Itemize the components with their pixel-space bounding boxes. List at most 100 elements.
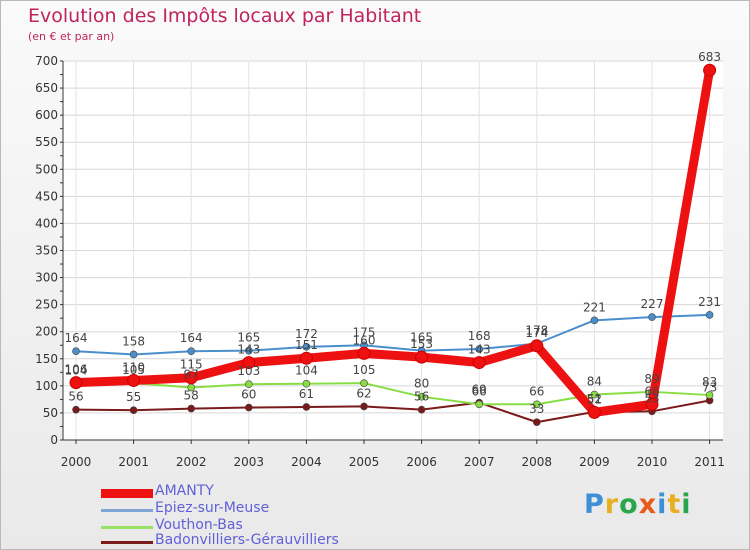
data-point [645,397,659,411]
data-label: 84 [587,375,602,389]
logo-letter: i [657,489,668,520]
y-tick-label: 450 [35,189,58,203]
chart-title: Evolution des Impôts locaux par Habitant [28,5,422,27]
data-label: 683 [698,50,721,64]
data-label: 89 [644,372,659,386]
y-tick-label: 500 [35,162,58,176]
x-tick-label: 2003 [234,455,265,469]
data-label: 52 [587,392,602,406]
data-label: 66 [529,384,544,398]
y-tick-label: 300 [35,271,58,285]
x-tick-label: 2006 [406,455,437,469]
data-point [129,406,138,415]
logo-letter: P [584,489,605,520]
data-point [127,373,141,387]
data-point [417,405,426,414]
x-tick-label: 2004 [291,455,322,469]
data-label: 97 [184,367,199,381]
legend-label: AMANTY [155,483,214,499]
data-label: 158 [122,334,145,348]
data-label: 104 [65,364,88,378]
data-label: 153 [410,337,433,351]
chart-subtitle: (en € et par an) [28,30,115,43]
x-tick-label: 2008 [522,455,553,469]
data-label: 168 [468,329,491,343]
data-point [475,345,484,353]
legend-swatch [101,489,153,498]
data-label: 61 [299,387,314,401]
data-point [242,356,256,370]
data-point [302,343,311,351]
y-tick-label: 150 [35,352,58,366]
data-label: 151 [295,338,318,352]
data-point [360,402,368,411]
data-point [648,313,656,321]
data-point [530,339,544,353]
data-point [475,400,484,409]
data-point [302,403,311,411]
data-point [299,351,313,365]
data-point [703,63,717,77]
data-label: 160 [353,333,376,347]
data-label: 175 [353,325,376,339]
data-point [245,346,253,355]
data-point [415,350,429,364]
y-tick-label: 600 [35,108,58,122]
data-point [245,403,253,412]
data-point [245,380,253,389]
data-label: 66 [644,384,659,398]
data-label: 103 [237,364,260,378]
data-label: 165 [410,331,433,345]
data-label: 164 [180,331,203,345]
data-point [184,371,198,385]
data-label: 56 [414,390,429,404]
data-label: 105 [122,363,145,377]
data-label: 104 [295,364,318,378]
data-point [360,379,368,387]
data-label: 110 [122,360,145,374]
x-tick-label: 2010 [637,455,668,469]
y-tick-label: 100 [35,379,58,393]
data-label: 221 [583,300,606,314]
data-point [417,392,426,401]
data-label: 51 [587,392,602,406]
logo-letter: r [604,489,620,520]
data-point [357,346,371,360]
data-point [472,356,486,370]
data-label: 62 [356,386,371,400]
data-label: 172 [295,327,318,341]
logo-letter: x [638,489,658,520]
legend-swatch [101,509,153,512]
y-tick-label: 550 [35,135,58,149]
data-point [705,391,714,399]
data-point [705,311,714,319]
data-point [587,405,601,419]
x-tick-label: 2009 [579,455,610,469]
data-label: 53 [644,391,659,405]
data-label: 58 [184,389,199,403]
data-label: 164 [65,331,88,345]
data-label: 143 [237,343,260,357]
x-tick-label: 2002 [176,455,207,469]
y-tick-label: 650 [35,81,58,95]
legend-label: Badonvilliers-Gérauvilliers [155,532,339,548]
data-label: 33 [529,402,544,416]
data-label: 56 [68,390,83,404]
logo-letter: i [681,489,692,520]
data-label: 55 [126,390,141,404]
y-tick-label: 200 [35,325,58,339]
data-label: 165 [237,331,260,345]
series-line [75,313,711,356]
data-label: 227 [641,297,664,311]
y-tick-label: 700 [35,54,58,68]
data-label: 60 [241,388,256,402]
legend-swatch [101,541,153,544]
data-point [72,347,80,356]
data-point [129,350,138,359]
data-label: 105 [353,363,376,377]
y-tick-label: 250 [35,298,58,312]
x-tick-label: 2000 [61,455,92,469]
legend-swatch [101,526,153,529]
data-point [590,390,599,399]
